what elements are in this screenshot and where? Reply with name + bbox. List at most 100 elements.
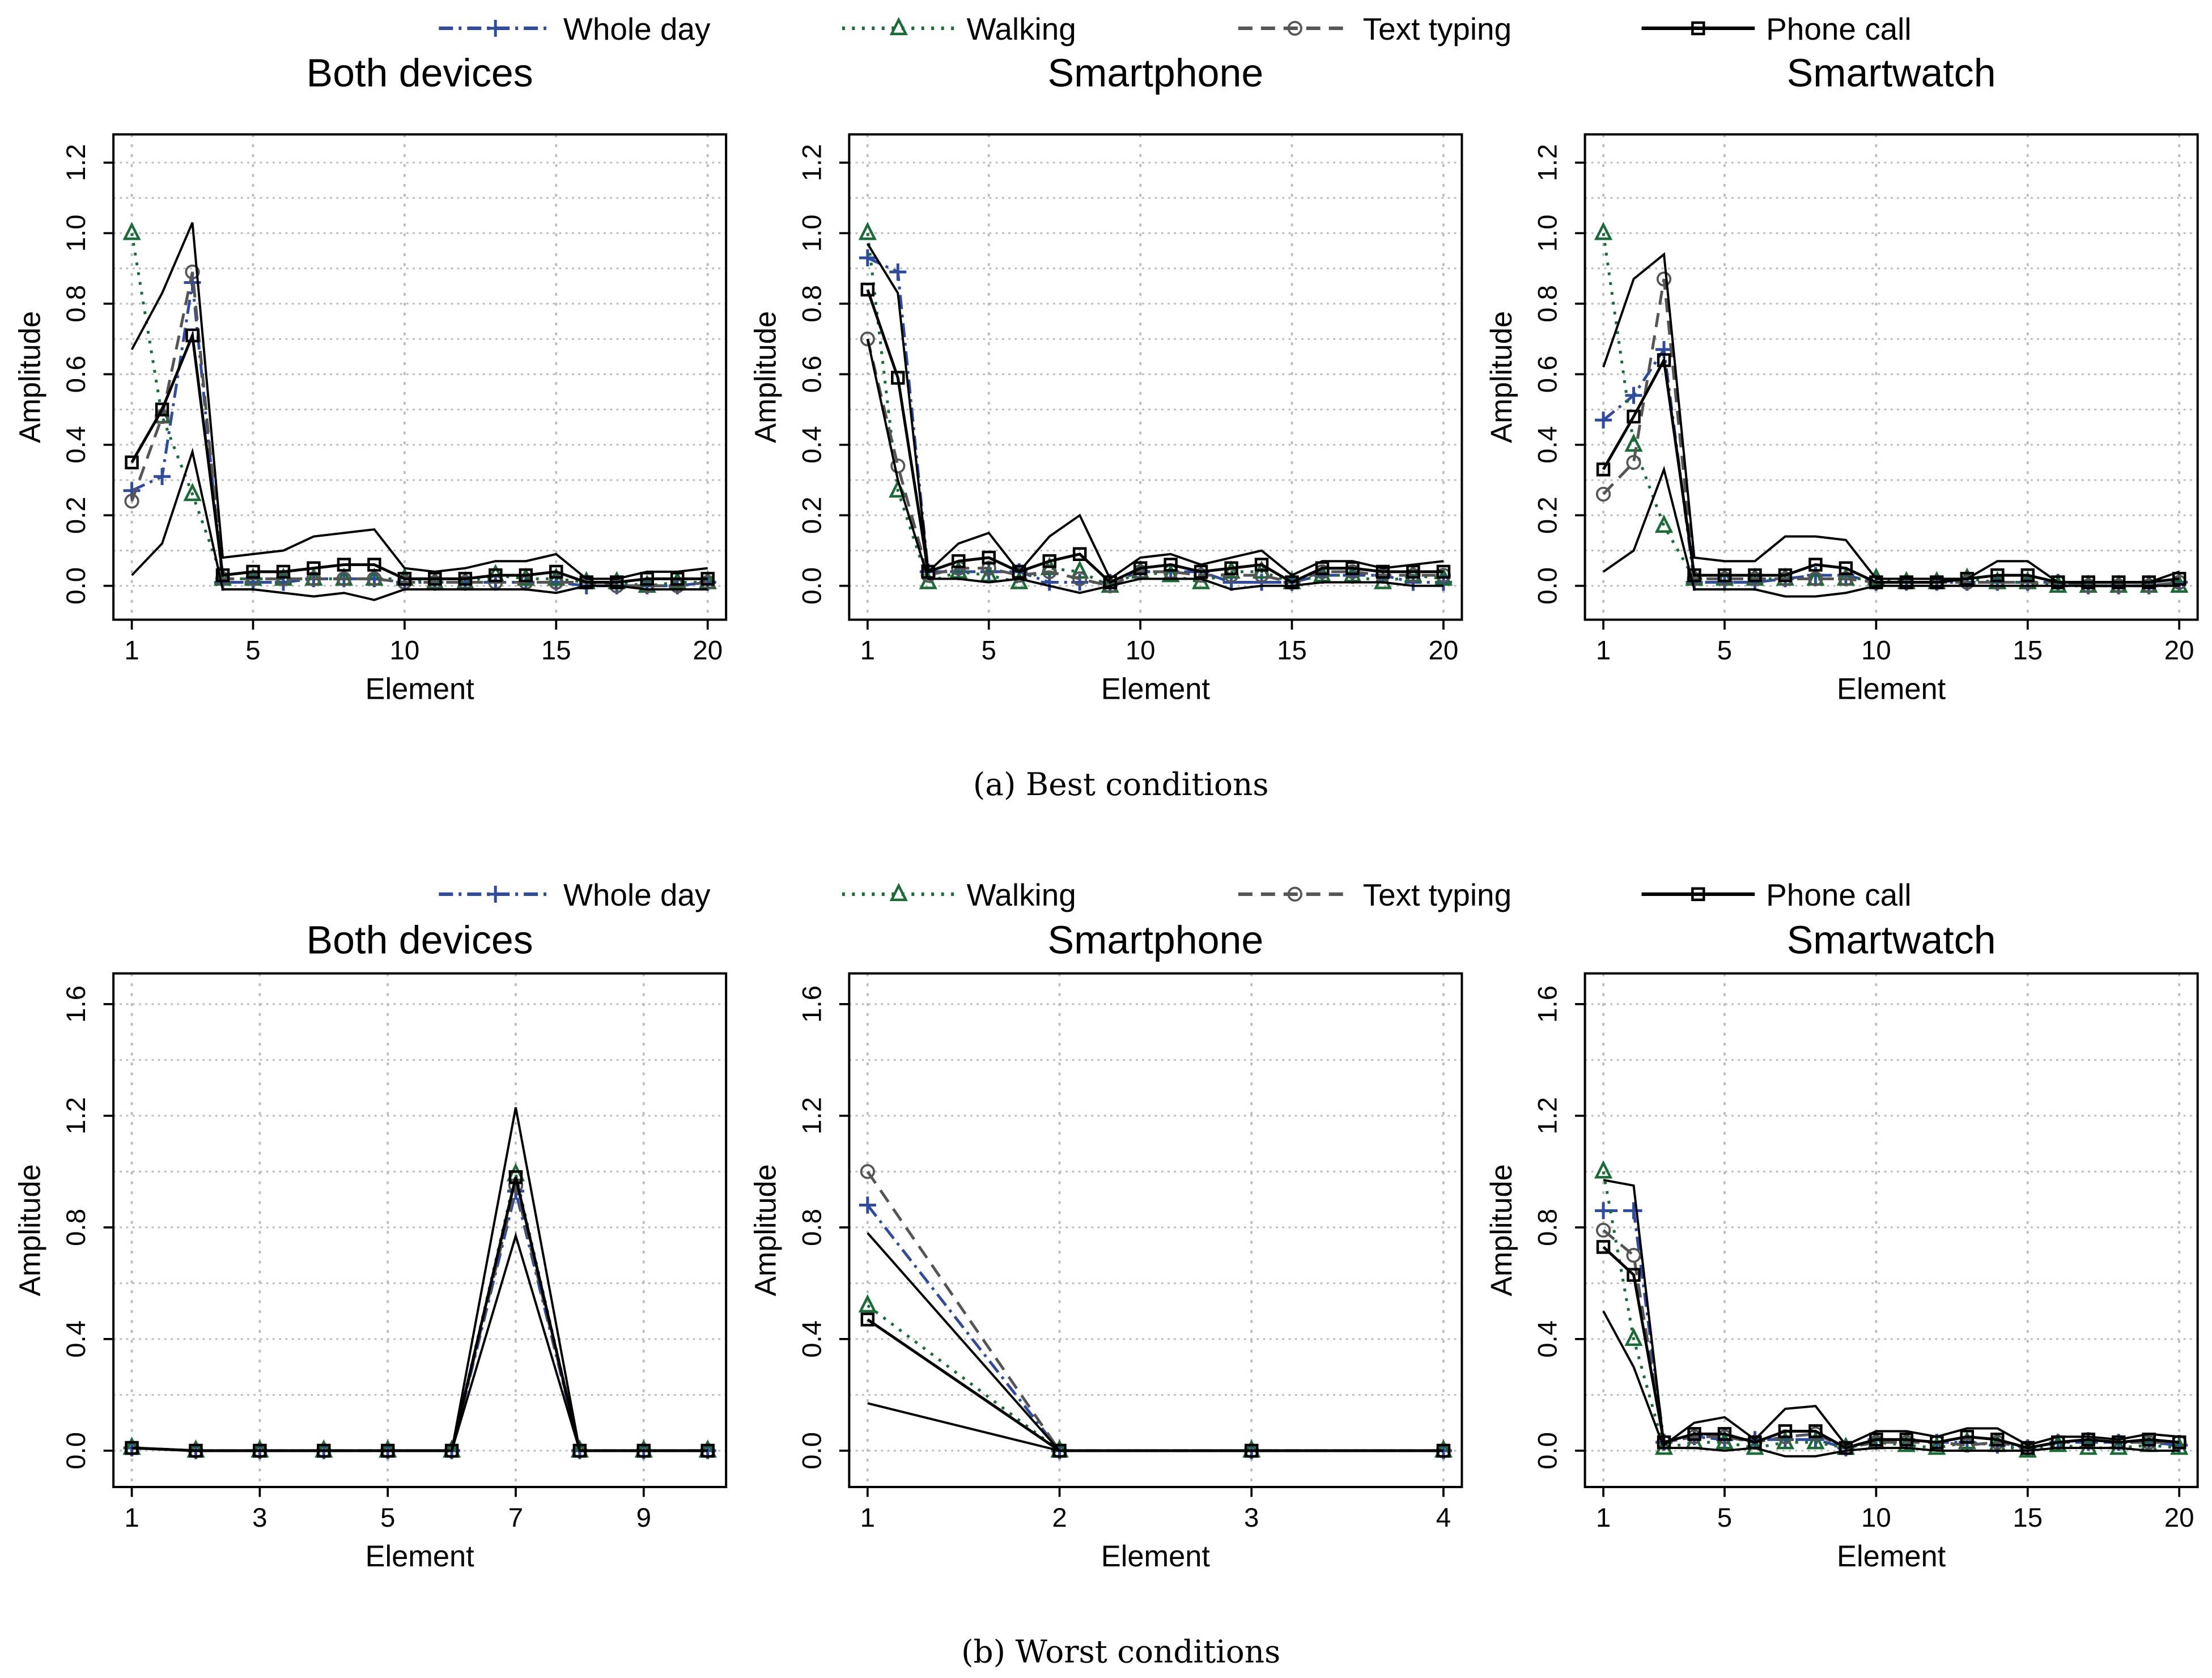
data-point-circle-marker bbox=[306, 571, 321, 587]
x-tick-label: 1 bbox=[860, 635, 875, 665]
series-phone-call bbox=[860, 243, 1451, 594]
data-point-square-marker bbox=[1164, 558, 1178, 572]
legend-item-walking: Walking bbox=[842, 877, 1076, 912]
data-point-square-marker bbox=[1960, 1430, 1975, 1444]
y-axis-label: Amplitude bbox=[14, 311, 46, 443]
x-tick-label: 5 bbox=[982, 635, 996, 665]
x-tick-label: 5 bbox=[1717, 1503, 1732, 1533]
data-point-square-marker bbox=[307, 561, 321, 575]
data-point-circle-marker bbox=[1595, 486, 1611, 502]
series-lower-bound-line bbox=[131, 1231, 708, 1452]
legend-square-marker bbox=[1691, 887, 1705, 902]
series-phone-call bbox=[860, 1232, 1451, 1458]
y-tick-label: 0.8 bbox=[61, 1209, 91, 1246]
series-line bbox=[130, 233, 708, 588]
data-point-plus-marker bbox=[859, 249, 876, 266]
x-axis-label: Element bbox=[1101, 673, 1211, 706]
data-point-square-marker bbox=[125, 1441, 139, 1455]
data-point-square-marker bbox=[458, 572, 473, 586]
data-point-square-marker bbox=[1930, 575, 1944, 589]
legend-triangle-marker bbox=[889, 882, 908, 902]
data-point-circle-marker bbox=[890, 458, 906, 474]
caption-a: (a) Best conditions bbox=[973, 766, 1269, 802]
data-point-square-marker bbox=[1778, 568, 1793, 583]
data-point-square-marker bbox=[508, 1170, 523, 1184]
y-axis-label: Amplitude bbox=[14, 1164, 46, 1296]
data-point-square-marker bbox=[1748, 568, 1762, 583]
data-point-square-marker bbox=[1224, 561, 1238, 575]
data-point-triangle-marker bbox=[1806, 1431, 1825, 1450]
x-tick-label: 5 bbox=[245, 635, 260, 665]
series-walking bbox=[122, 1163, 717, 1458]
series-line bbox=[1602, 355, 2180, 584]
data-point-square-marker bbox=[2081, 1432, 2095, 1447]
data-point-triangle-marker bbox=[2079, 1436, 2098, 1455]
data-point-triangle-marker bbox=[949, 560, 968, 579]
data-point-square-marker bbox=[185, 328, 199, 343]
legend-triangle-marker bbox=[889, 16, 908, 36]
x-tick-label: 15 bbox=[1277, 635, 1307, 665]
y-tick-label: 1.2 bbox=[797, 144, 827, 181]
data-point-square-marker bbox=[2172, 572, 2186, 586]
data-point-triangle-marker bbox=[2049, 574, 2067, 593]
data-point-square-marker bbox=[1042, 554, 1056, 568]
data-point-circle-marker bbox=[860, 332, 875, 347]
data-point-square-marker bbox=[1627, 1268, 1641, 1282]
data-point-square-marker bbox=[1375, 564, 1390, 579]
data-point-square-marker bbox=[640, 572, 654, 586]
caption-b: (b) Worst conditions bbox=[961, 1634, 1280, 1670]
data-point-circle-marker bbox=[1808, 571, 1823, 587]
data-point-square-marker bbox=[1012, 564, 1026, 579]
data-point-square-marker bbox=[1052, 1443, 1067, 1458]
data-point-square-marker bbox=[1687, 568, 1701, 583]
x-tick-label: 5 bbox=[1717, 635, 1732, 665]
data-point-square-marker bbox=[549, 564, 563, 579]
data-point-triangle-marker bbox=[1594, 1160, 1613, 1179]
data-point-square-marker bbox=[1748, 1435, 1762, 1450]
data-point-square-marker bbox=[670, 572, 685, 586]
data-point-square-marker bbox=[2172, 1435, 2186, 1450]
series-walking bbox=[1594, 222, 2189, 593]
data-point-square-marker bbox=[1990, 1432, 2005, 1447]
data-point-square-marker bbox=[891, 371, 905, 385]
data-point-square-marker bbox=[2051, 575, 2065, 589]
series-phone-call bbox=[125, 222, 715, 601]
data-point-triangle-marker bbox=[1624, 433, 1643, 452]
data-point-square-marker bbox=[2051, 1435, 2065, 1450]
data-point-plus-marker bbox=[1595, 1202, 1612, 1220]
data-point-square-marker bbox=[2081, 575, 2095, 589]
y-axis-label: Amplitude bbox=[1485, 1164, 1518, 1296]
legend-item-phone-call: Phone call bbox=[1641, 877, 1912, 912]
plot-frame bbox=[112, 972, 728, 1488]
data-point-square-marker bbox=[367, 558, 381, 572]
data-point-circle-marker bbox=[1626, 454, 1641, 470]
y-tick-label: 1.0 bbox=[61, 214, 91, 252]
series-line bbox=[130, 330, 708, 584]
data-point-square-marker bbox=[276, 564, 291, 579]
data-point-circle-marker bbox=[1595, 1222, 1611, 1238]
data-point-plus-marker bbox=[1625, 1202, 1642, 1220]
data-point-triangle-marker bbox=[122, 222, 141, 240]
data-point-plus-marker bbox=[889, 263, 907, 281]
data-point-square-marker bbox=[1436, 1443, 1451, 1458]
data-point-square-marker bbox=[2111, 1435, 2126, 1450]
y-tick-label: 0.8 bbox=[797, 285, 827, 322]
series-phone-call bbox=[1596, 252, 2186, 598]
x-tick-label: 1 bbox=[1596, 635, 1611, 665]
y-tick-label: 0.2 bbox=[61, 496, 91, 534]
data-point-square-marker bbox=[1345, 561, 1360, 575]
data-point-plus-marker bbox=[154, 468, 171, 485]
x-tick-label: 20 bbox=[2164, 635, 2194, 665]
data-point-square-marker bbox=[125, 455, 139, 470]
data-point-square-marker bbox=[1899, 1432, 1914, 1447]
data-point-circle-marker bbox=[336, 571, 352, 587]
panel-title: Smartwatch bbox=[1787, 50, 1996, 95]
legend-label: Text typing bbox=[1363, 11, 1512, 46]
data-point-square-marker bbox=[337, 558, 351, 572]
y-tick-label: 0.8 bbox=[1533, 1209, 1563, 1246]
data-point-square-marker bbox=[380, 1443, 395, 1458]
plot-frame bbox=[1583, 972, 2199, 1488]
data-point-square-marker bbox=[1627, 409, 1641, 424]
data-point-square-marker bbox=[700, 572, 715, 586]
